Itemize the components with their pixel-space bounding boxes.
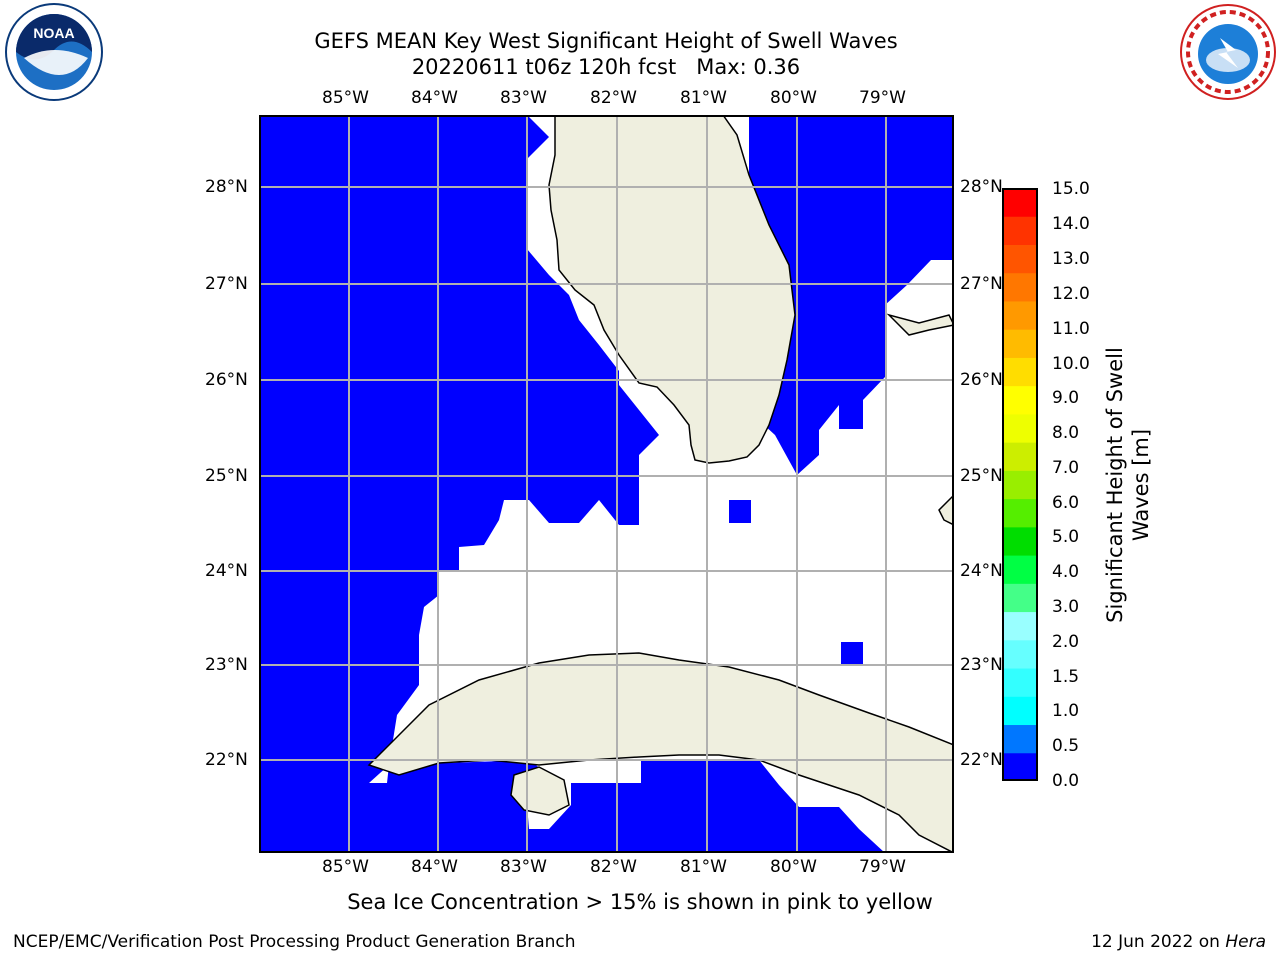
colorbar-segment xyxy=(1002,526,1038,556)
colorbar-segment xyxy=(1002,668,1038,697)
colorbar-tick-label: 14.0 xyxy=(1052,214,1090,234)
lon-label-bottom: 79°W xyxy=(859,857,906,877)
footer-date: 12 Jun 2022 on Hera xyxy=(1091,932,1266,952)
colorbar-segment xyxy=(1002,555,1038,584)
map-subtitle: 20220611 t06z 120h fcst Max: 0.36 xyxy=(411,55,801,79)
lat-label-right: 25°N xyxy=(960,466,1003,486)
colorbar-tick-label: 10.0 xyxy=(1052,354,1090,374)
lat-label-right: 22°N xyxy=(960,750,1003,770)
map-title: GEFS MEAN Key West Significant Height of… xyxy=(314,29,898,53)
colorbar-tick-label: 0.5 xyxy=(1052,736,1080,756)
colorbar-segment xyxy=(1002,611,1038,641)
lon-label-top: 81°W xyxy=(680,88,727,108)
lat-label-right: 23°N xyxy=(960,655,1003,675)
colorbar-segment xyxy=(1002,385,1038,415)
footer-date-text: 12 Jun 2022 on xyxy=(1091,932,1226,952)
colorbar-segment xyxy=(1002,272,1038,302)
lon-label-top: 84°W xyxy=(411,88,458,108)
sea-ice-note: Sea Ice Concentration > 15% is shown in … xyxy=(347,890,933,914)
colorbar-segment xyxy=(1002,442,1038,471)
colorbar-segment xyxy=(1002,188,1038,217)
colorbar-segment xyxy=(1002,696,1038,726)
colorbar-segment xyxy=(1002,639,1038,669)
lat-label-right: 26°N xyxy=(960,370,1003,390)
lon-label-top: 85°W xyxy=(322,88,369,108)
lon-label-bottom: 83°W xyxy=(500,857,547,877)
colorbar-title: Significant Height of Swell Waves [m] xyxy=(1103,347,1153,623)
swell-data-regions xyxy=(259,115,954,853)
colorbar-segment xyxy=(1002,216,1038,245)
colorbar xyxy=(1002,188,1038,781)
lon-label-bottom: 85°W xyxy=(322,857,369,877)
colorbar-tick-label: 7.0 xyxy=(1052,458,1080,478)
lat-label-left: 27°N xyxy=(205,274,248,294)
colorbar-segment xyxy=(1002,752,1038,781)
colorbar-segment xyxy=(1002,329,1038,358)
footer-credit: NCEP/EMC/Verification Post Processing Pr… xyxy=(13,932,576,952)
lat-label-right: 24°N xyxy=(960,561,1003,581)
footer-host: Hera xyxy=(1225,932,1266,952)
noaa-logo-text: NOAA xyxy=(33,25,74,41)
lon-label-bottom: 80°W xyxy=(770,857,817,877)
colorbar-tick-label: 1.0 xyxy=(1052,701,1080,721)
colorbar-tick-label: 0.0 xyxy=(1052,771,1080,791)
colorbar-tick-label: 4.0 xyxy=(1052,562,1080,582)
lon-label-bottom: 82°W xyxy=(590,857,637,877)
colorbar-segment xyxy=(1002,583,1038,613)
lon-label-top: 80°W xyxy=(770,88,817,108)
map-plot-area xyxy=(259,115,954,853)
lat-label-left: 24°N xyxy=(205,561,248,581)
map-gridlines xyxy=(259,115,954,853)
colorbar-tick-label: 11.0 xyxy=(1052,319,1090,339)
colorbar-tick-label: 15.0 xyxy=(1052,179,1090,199)
nws-logo xyxy=(1180,4,1276,100)
lon-label-top: 83°W xyxy=(500,88,547,108)
colorbar-segment xyxy=(1002,300,1038,330)
lat-label-left: 28°N xyxy=(205,177,248,197)
colorbar-segment xyxy=(1002,724,1038,754)
colorbar-tick-label: 9.0 xyxy=(1052,388,1080,408)
land-masses xyxy=(367,115,954,853)
colorbar-tick-label: 2.0 xyxy=(1052,632,1080,652)
colorbar-tick-label: 12.0 xyxy=(1052,284,1090,304)
lat-label-right: 28°N xyxy=(960,177,1003,197)
lat-label-left: 25°N xyxy=(205,466,248,486)
lon-label-bottom: 84°W xyxy=(411,857,458,877)
colorbar-segment xyxy=(1002,470,1038,500)
colorbar-tick-label: 8.0 xyxy=(1052,423,1080,443)
colorbar-tick-label: 13.0 xyxy=(1052,249,1090,269)
colorbar-segment xyxy=(1002,413,1038,443)
noaa-logo: NOAA xyxy=(5,3,103,101)
colorbar-tick-label: 1.5 xyxy=(1052,667,1080,687)
colorbar-tick-label: 6.0 xyxy=(1052,493,1080,513)
lon-label-top: 79°W xyxy=(859,88,906,108)
lat-label-left: 22°N xyxy=(205,750,248,770)
lon-label-top: 82°W xyxy=(590,88,637,108)
colorbar-segment xyxy=(1002,244,1038,274)
colorbar-tick-label: 3.0 xyxy=(1052,597,1080,617)
lat-label-left: 26°N xyxy=(205,370,248,390)
lon-label-bottom: 81°W xyxy=(680,857,727,877)
colorbar-segment xyxy=(1002,498,1038,528)
colorbar-tick-label: 5.0 xyxy=(1052,527,1080,547)
colorbar-border xyxy=(1002,188,1038,781)
lat-label-right: 27°N xyxy=(960,274,1003,294)
lat-label-left: 23°N xyxy=(205,655,248,675)
colorbar-segment xyxy=(1002,357,1038,387)
